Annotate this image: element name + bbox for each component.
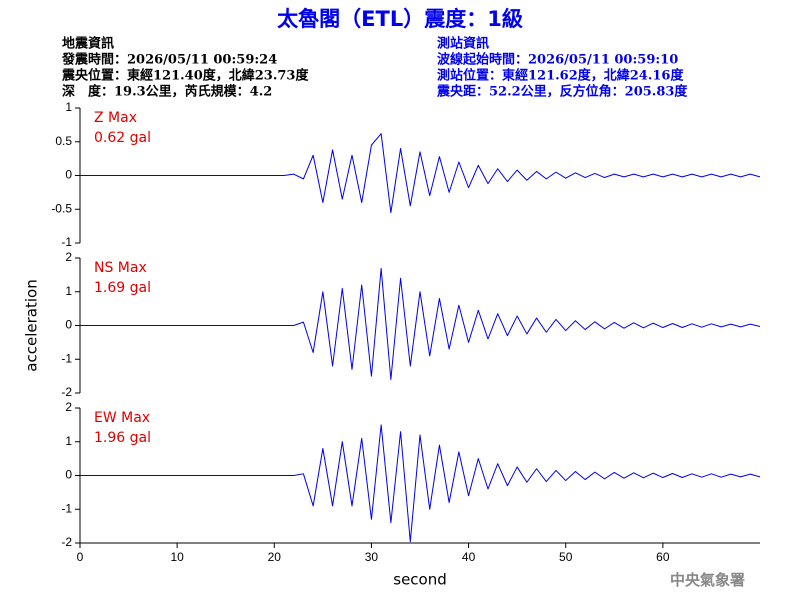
x-tick-label: 20 xyxy=(268,550,282,564)
y-tick-label: 0 xyxy=(65,468,72,482)
y-tick-label: -1 xyxy=(61,501,72,515)
waveform xyxy=(80,267,761,380)
y-tick-label: 0 xyxy=(65,318,72,332)
channel-label: EW Max xyxy=(94,410,150,426)
y-tick-label: -1 xyxy=(61,351,72,365)
quake-info: 發震時間：2026/05/11 00:59:24 xyxy=(61,52,277,68)
x-tick-label: 60 xyxy=(656,550,670,564)
x-tick-label: 10 xyxy=(170,550,184,564)
y-tick-label: -2 xyxy=(61,535,72,549)
watermark: 中央氣象署 xyxy=(670,571,745,589)
y-tick-label: 2 xyxy=(65,250,72,264)
y-tick-label: 0.5 xyxy=(55,134,72,148)
max-label: 1.96 gal xyxy=(94,430,151,446)
quake-info: 深 度：19.3公里，芮氏規模：4.2 xyxy=(62,84,272,100)
y-tick-label: -2 xyxy=(61,385,72,399)
y-tick-label: 1 xyxy=(65,100,72,114)
y-tick-label: 1 xyxy=(65,434,72,448)
y-tick-label: 1 xyxy=(65,284,72,298)
title: 太魯閣（ETL）震度：1級 xyxy=(277,7,523,31)
max-label: 0.62 gal xyxy=(94,130,151,146)
station-info: 測站位置：東經121.62度，北緯24.16度 xyxy=(437,68,684,84)
y-tick-label: -0.5 xyxy=(51,201,72,215)
y-tick-label: 2 xyxy=(65,400,72,414)
x-tick-label: 40 xyxy=(462,550,476,564)
y-tick-label: 0 xyxy=(65,168,72,182)
quake-info: 震央位置：東經121.40度，北緯23.73度 xyxy=(61,68,309,84)
channel-label: NS Max xyxy=(94,260,147,276)
max-label: 1.69 gal xyxy=(94,280,151,296)
waveform xyxy=(80,133,761,214)
x-tick-label: 30 xyxy=(365,550,379,564)
x-tick-label: 50 xyxy=(559,550,573,564)
station-info: 測站資訊 xyxy=(437,36,489,52)
y-tick-label: -1 xyxy=(61,235,72,249)
station-info: 震央距：52.2公里，反方位角：205.83度 xyxy=(436,84,688,100)
x-axis-label: second xyxy=(393,571,447,589)
station-info: 波線起始時間：2026/05/11 00:59:10 xyxy=(437,52,678,68)
channel-label: Z Max xyxy=(94,110,137,126)
x-tick-label: 0 xyxy=(77,550,84,564)
y-axis-label: acceleration xyxy=(23,279,41,371)
waveform xyxy=(80,424,761,543)
quake-info: 地震資訊 xyxy=(62,36,114,52)
